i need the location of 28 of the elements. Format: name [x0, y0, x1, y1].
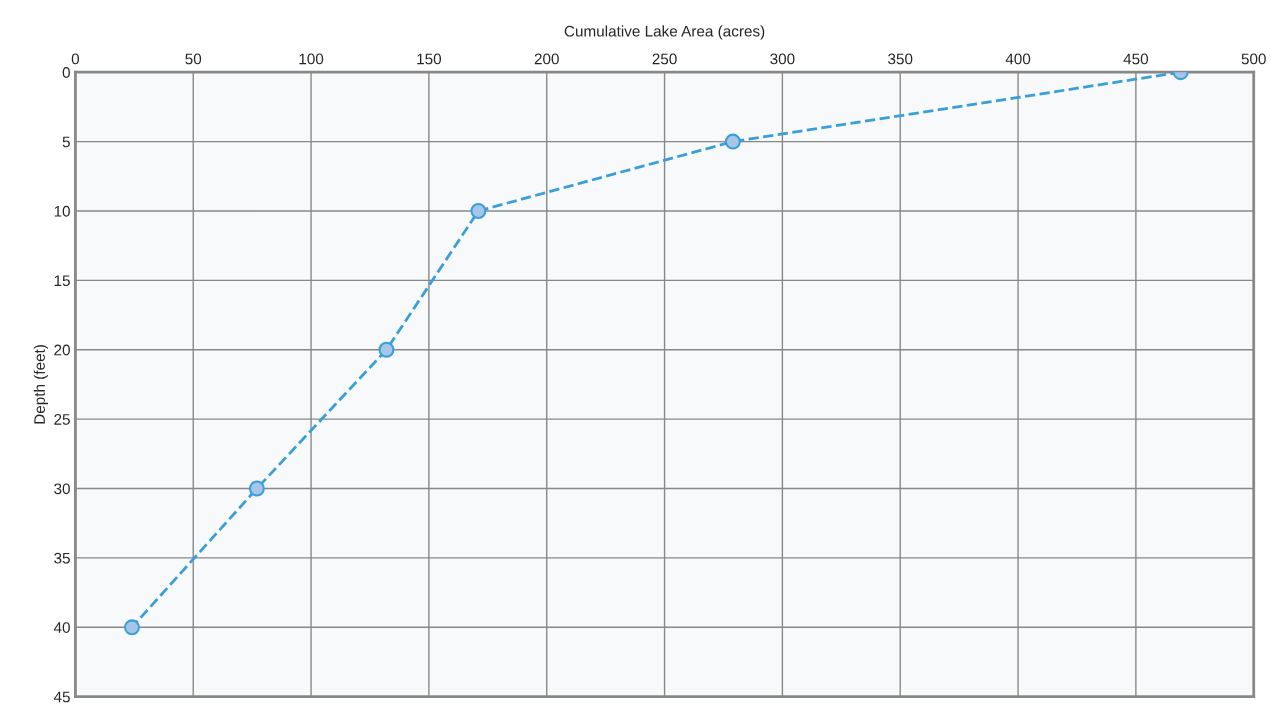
- y-tick-label: 45: [53, 691, 70, 703]
- point: [378, 341, 395, 358]
- x-tick-label: 0: [71, 53, 80, 65]
- point: [123, 619, 140, 636]
- x-tick-label: 100: [299, 53, 324, 65]
- point: [248, 480, 265, 497]
- y-tick-label: 40: [53, 622, 70, 633]
- x-tick-label: 250: [652, 53, 677, 65]
- x-axis-title: Cumulative Lake Area (acres): [564, 25, 765, 40]
- x-tick-label: 350: [888, 53, 913, 65]
- y-tick-label: 30: [54, 483, 70, 495]
- point: [724, 133, 741, 150]
- x-tick-label: 450: [1123, 53, 1149, 65]
- x-tick-label: 150: [417, 53, 442, 65]
- x-tick-label: 50: [185, 53, 202, 65]
- y-tick-label: 5: [62, 136, 70, 148]
- y-tick-label: 25: [54, 414, 70, 425]
- x-tick-label: 200: [534, 53, 559, 65]
- y-tick-label: 20: [54, 344, 70, 356]
- point: [470, 203, 487, 219]
- x-tick-label: 400: [1005, 53, 1031, 65]
- y-tick-label: 15: [54, 275, 70, 287]
- y-tick-label: 35: [54, 552, 70, 564]
- x-tick-label: 300: [770, 53, 795, 65]
- x-tick-label: 500: [1241, 53, 1266, 65]
- y-tick-label: 10: [54, 205, 70, 217]
- y-axis-title: Depth (feet): [33, 345, 48, 424]
- y-tick-label: 0: [62, 67, 70, 78]
